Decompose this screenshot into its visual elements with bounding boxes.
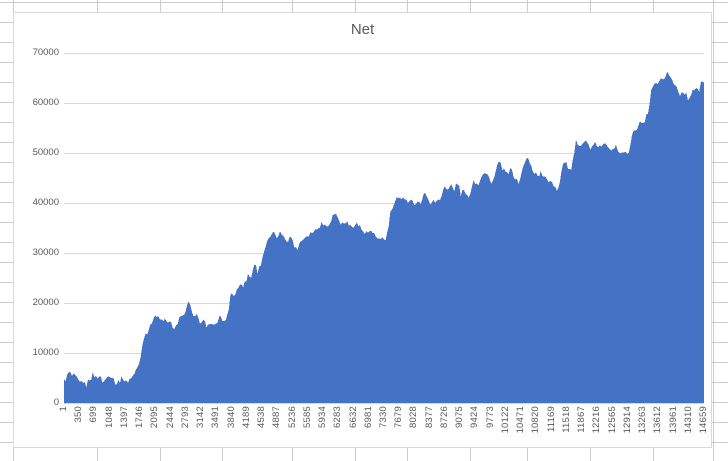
y-axis-tick-label: 20000 bbox=[32, 297, 59, 308]
x-axis-tick-label: 7679 bbox=[393, 406, 405, 428]
x-axis-tick-label: 5236 bbox=[286, 406, 298, 428]
x-axis-tick-label: 8377 bbox=[423, 406, 435, 428]
x-axis-tick-label: 1 bbox=[58, 406, 70, 412]
x-axis-tick-label: 3840 bbox=[225, 406, 237, 428]
y-axis-tick-label: 50000 bbox=[32, 147, 59, 158]
x-axis-tick-label: 3142 bbox=[195, 406, 207, 428]
x-axis-tick-label: 1397 bbox=[118, 406, 130, 428]
y-axis-tick-label: 10000 bbox=[32, 347, 59, 358]
x-axis-tick-label: 6632 bbox=[347, 406, 359, 428]
area-series bbox=[64, 71, 704, 403]
x-axis-tick-label: 7330 bbox=[378, 406, 389, 428]
x-axis-tick-label: 699 bbox=[88, 406, 100, 423]
x-axis-tick-label: 10820 bbox=[530, 406, 542, 434]
y-gridline bbox=[64, 202, 704, 204]
y-gridline bbox=[64, 52, 704, 54]
x-axis-tick-label: 6981 bbox=[362, 406, 374, 428]
x-axis-tick-label: 14659 bbox=[697, 406, 709, 434]
x-axis-tick-label: 10471 bbox=[515, 406, 527, 434]
x-axis-tick-label: 11518 bbox=[560, 406, 572, 433]
x-axis-tick-label: 2444 bbox=[164, 406, 176, 428]
x-axis-tick-label: 1746 bbox=[134, 406, 146, 428]
x-axis-tick-label: 9424 bbox=[469, 406, 481, 428]
y-axis-tick-label: 30000 bbox=[32, 247, 59, 258]
y-axis-tick-label: 70000 bbox=[32, 47, 59, 58]
x-axis-tick-label: 12216 bbox=[591, 406, 603, 434]
net-area-fill bbox=[64, 71, 704, 403]
x-axis-tick-label: 4887 bbox=[271, 406, 283, 428]
x-axis-tick-label: 4538 bbox=[256, 406, 268, 428]
y-gridline bbox=[64, 102, 704, 104]
x-axis-tick-label: 5934 bbox=[317, 406, 329, 428]
y-gridline bbox=[64, 402, 704, 404]
x-axis-tick-label: 350 bbox=[73, 406, 85, 423]
chart-title: Net bbox=[350, 21, 375, 38]
y-axis-tick-label: 0 bbox=[53, 397, 59, 408]
x-axis-tick-label: 10122 bbox=[499, 406, 511, 434]
y-gridline bbox=[64, 152, 704, 154]
sheet-column-line bbox=[713, 0, 714, 461]
x-axis-tick-label: 2793 bbox=[179, 406, 191, 428]
x-axis-tick-label: 13961 bbox=[667, 406, 679, 434]
x-axis-tick-label: 12914 bbox=[621, 406, 633, 434]
x-axis-tick-label: 13263 bbox=[637, 406, 649, 434]
x-axis-tick-label: 11867 bbox=[576, 406, 588, 433]
x-axis-tick-label: 8726 bbox=[438, 406, 450, 428]
x-axis-tick-label: 5585 bbox=[301, 406, 313, 428]
x-axis-tick-label: 12565 bbox=[606, 406, 618, 434]
x-axis-tick-label: 9075 bbox=[454, 406, 466, 428]
x-axis-tick-label: 4189 bbox=[240, 406, 252, 428]
x-axis-tick-label: 14310 bbox=[682, 406, 694, 434]
x-axis-tick-label: 3491 bbox=[210, 406, 222, 428]
y-axis-tick-label: 40000 bbox=[32, 197, 59, 208]
chart-object[interactable]: Net 0 10000 20000 30000 40000 50000 60000 70000… bbox=[13, 12, 712, 448]
x-axis-tick-label: 8028 bbox=[408, 406, 420, 428]
x-axis-tick-label: 2095 bbox=[149, 406, 161, 428]
x-axis-tick-label: 1048 bbox=[103, 406, 115, 428]
y-axis-tick-label: 60000 bbox=[32, 97, 59, 108]
x-axis-tick-label: 13612 bbox=[652, 406, 664, 434]
x-axis-tick-label: 9773 bbox=[484, 406, 496, 428]
x-axis-tick-label: 6283 bbox=[332, 406, 344, 428]
x-axis-tick-label: 11169 bbox=[545, 406, 557, 433]
